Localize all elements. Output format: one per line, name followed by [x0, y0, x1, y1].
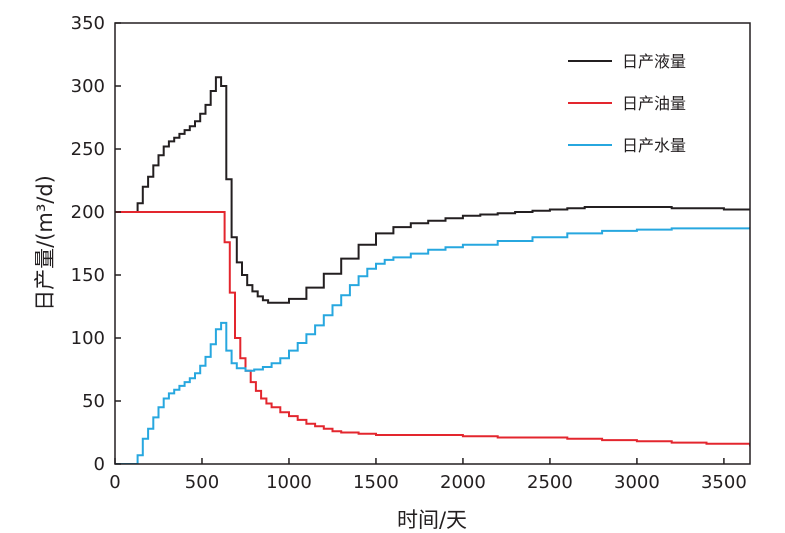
y-tick-label: 0: [94, 454, 105, 475]
y-tick-label: 200: [71, 202, 105, 223]
legend-label: 日产液量: [622, 52, 686, 71]
x-tick-label: 1000: [266, 472, 312, 493]
x-tick-label: 500: [185, 472, 219, 493]
ticks-layer: 0 500 1000 1500 2000 2500 3000 3500 0 50 100 150 200…: [71, 13, 747, 493]
x-tick-label: 1500: [353, 472, 399, 493]
legend-label: 日产油量: [622, 94, 686, 113]
x-axis-title: 时间/天: [397, 508, 467, 532]
x-tick-label: 2000: [440, 472, 486, 493]
series-line-1: [115, 76, 750, 304]
y-tick-label: 350: [71, 13, 105, 34]
y-tick-label: 50: [82, 391, 105, 412]
plot-frame: [114, 22, 751, 465]
y-tick-label: 300: [71, 76, 105, 97]
series-line-3: [115, 227, 750, 464]
y-tick-label: 150: [71, 265, 105, 286]
x-tick-label: 3000: [614, 472, 660, 493]
x-tick-label: 0: [109, 472, 120, 493]
series-line-2: [115, 211, 750, 447]
y-tick-label: 250: [71, 139, 105, 160]
y-axis-title: 日产量/(m³/d): [33, 175, 57, 311]
series-layer: [115, 76, 750, 464]
x-tick-label: 3500: [701, 472, 747, 493]
y-tick-label: 100: [71, 328, 105, 349]
x-tick-label: 2500: [527, 472, 573, 493]
legend-label: 日产水量: [622, 136, 686, 155]
